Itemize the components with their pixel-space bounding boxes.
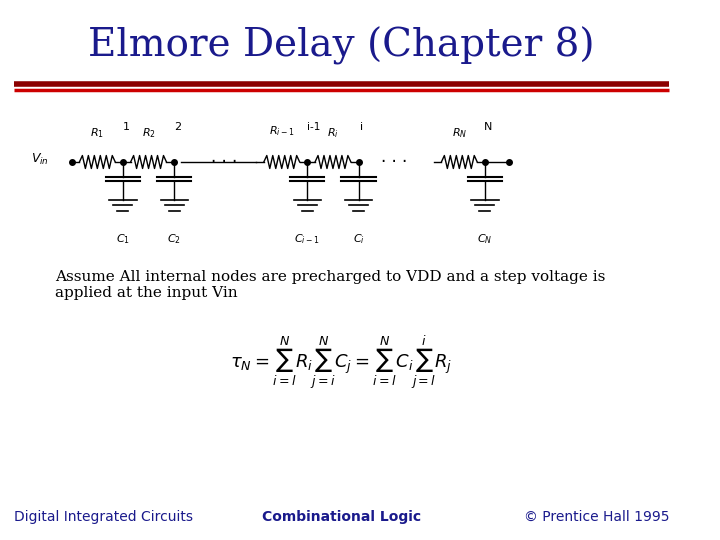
Text: $V_{in}$: $V_{in}$ [31, 152, 49, 167]
Text: $C_2$: $C_2$ [167, 232, 181, 246]
Text: Elmore Delay (Chapter 8): Elmore Delay (Chapter 8) [88, 26, 595, 65]
Text: 1: 1 [123, 122, 130, 132]
Text: 2: 2 [174, 122, 181, 132]
Text: $C_i$: $C_i$ [353, 232, 364, 246]
Text: Combinational Logic: Combinational Logic [262, 510, 421, 524]
Text: i-1: i-1 [307, 122, 321, 132]
Text: · · ·: · · · [382, 153, 408, 171]
Text: $C_1$: $C_1$ [116, 232, 130, 246]
Text: Digital Integrated Circuits: Digital Integrated Circuits [14, 510, 193, 524]
Text: $C_{i-1}$: $C_{i-1}$ [294, 232, 320, 246]
Text: $R_i$: $R_i$ [327, 126, 339, 140]
Text: · · ·: · · · [210, 153, 237, 171]
Text: $R_2$: $R_2$ [142, 126, 156, 140]
Text: $\tau_N = \sum_{i=l}^{N} R_i \sum_{j=i}^{N} C_j = \sum_{i=l}^{N} C_i \sum_{j=l}^: $\tau_N = \sum_{i=l}^{N} R_i \sum_{j=i}^… [230, 333, 453, 391]
Text: $R_{i-1}$: $R_{i-1}$ [269, 124, 294, 138]
Text: i: i [361, 122, 364, 132]
Text: $R_1$: $R_1$ [90, 126, 104, 140]
Text: Assume All internal nodes are precharged to VDD and a step voltage is
applied at: Assume All internal nodes are precharged… [55, 270, 605, 300]
Text: N: N [484, 122, 492, 132]
Text: © Prentice Hall 1995: © Prentice Hall 1995 [524, 510, 670, 524]
Text: $R_N$: $R_N$ [451, 126, 467, 140]
Text: $C_N$: $C_N$ [477, 232, 492, 246]
